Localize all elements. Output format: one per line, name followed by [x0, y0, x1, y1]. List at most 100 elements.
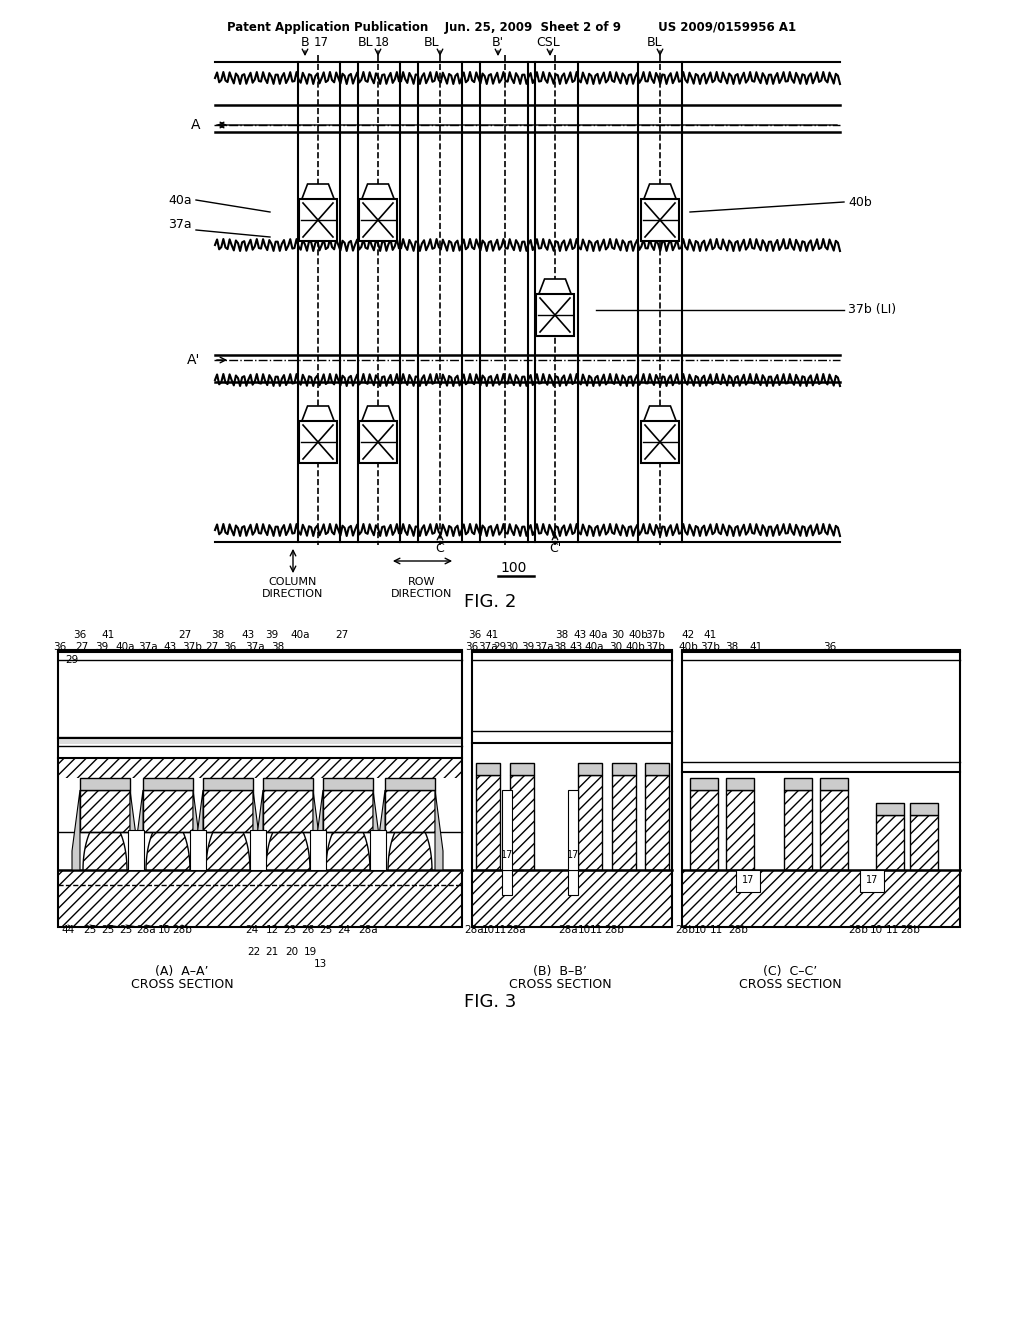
Text: CSL: CSL [537, 36, 560, 49]
Bar [910, 814, 938, 870]
Text: 12: 12 [265, 925, 279, 935]
Polygon shape [388, 818, 432, 870]
Bar [645, 775, 669, 870]
Bar [876, 814, 904, 870]
Bar [143, 777, 193, 789]
Text: 29: 29 [66, 655, 79, 665]
Text: 38: 38 [271, 642, 285, 652]
Text: 36: 36 [468, 630, 481, 640]
Text: 37b: 37b [645, 642, 665, 652]
Bar [359, 199, 397, 242]
Bar [128, 830, 144, 870]
Bar [263, 789, 313, 832]
Text: 41: 41 [485, 630, 499, 640]
Bar [385, 777, 435, 789]
Text: 40a: 40a [168, 194, 193, 206]
Bar [203, 777, 253, 789]
Polygon shape [266, 818, 310, 870]
Text: 37b: 37b [182, 642, 202, 652]
Bar [299, 421, 337, 463]
Polygon shape [361, 407, 394, 421]
Text: 10: 10 [158, 925, 171, 935]
Text: 10: 10 [481, 925, 495, 935]
Bar [682, 774, 961, 788]
Text: 39: 39 [521, 642, 535, 652]
Text: 28b: 28b [675, 925, 695, 935]
Text: 41: 41 [703, 630, 717, 640]
Text: 18: 18 [375, 36, 389, 49]
Bar [502, 870, 512, 895]
Bar [578, 775, 602, 870]
Text: 27: 27 [76, 642, 89, 652]
Bar [910, 803, 938, 814]
Text: 40b: 40b [848, 195, 871, 209]
Bar [682, 762, 961, 772]
Polygon shape [326, 818, 370, 870]
Bar [820, 777, 848, 789]
Bar [578, 763, 602, 775]
Bar [690, 789, 718, 870]
Text: 30: 30 [609, 642, 623, 652]
Polygon shape [644, 407, 676, 421]
Bar [536, 294, 574, 337]
Bar [860, 870, 884, 892]
Bar [323, 789, 373, 832]
Text: 38: 38 [553, 642, 566, 652]
Polygon shape [539, 279, 571, 294]
Text: 11: 11 [494, 925, 507, 935]
Polygon shape [130, 789, 138, 870]
Bar [612, 775, 636, 870]
Polygon shape [302, 183, 334, 199]
Bar [683, 870, 959, 927]
Bar [58, 758, 462, 777]
Text: 40b: 40b [678, 642, 698, 652]
Text: 28b: 28b [172, 925, 191, 935]
Bar [784, 777, 812, 789]
Text: 27: 27 [336, 630, 348, 640]
Text: 40a: 40a [588, 630, 608, 640]
Text: 28b: 28b [604, 925, 624, 935]
Text: 21: 21 [265, 946, 279, 957]
Text: 41: 41 [101, 630, 115, 640]
Text: 17: 17 [501, 850, 513, 861]
Bar [370, 830, 386, 870]
Text: 36: 36 [53, 642, 67, 652]
Text: 28a: 28a [558, 925, 578, 935]
Text: 36: 36 [74, 630, 87, 640]
Text: 25: 25 [101, 925, 115, 935]
Text: 36: 36 [223, 642, 237, 652]
Polygon shape [72, 789, 80, 870]
Polygon shape [255, 789, 263, 870]
Text: Patent Application Publication    Jun. 25, 2009  Sheet 2 of 9         US 2009/01: Patent Application Publication Jun. 25, … [227, 21, 797, 34]
Text: 37b: 37b [700, 642, 720, 652]
Text: 28a: 28a [464, 925, 483, 935]
Text: 38: 38 [725, 642, 738, 652]
Text: 43: 43 [569, 642, 583, 652]
Bar [726, 789, 754, 870]
Bar [472, 649, 672, 927]
Text: 30: 30 [611, 630, 625, 640]
Polygon shape [435, 789, 443, 870]
Bar [58, 649, 462, 927]
Bar [299, 199, 337, 242]
Bar [476, 763, 500, 775]
Text: 17: 17 [866, 875, 879, 884]
Text: 40a: 40a [116, 642, 135, 652]
Bar [645, 763, 669, 775]
Text: 40a: 40a [585, 642, 604, 652]
Bar [612, 763, 636, 775]
Text: 38: 38 [555, 630, 568, 640]
Bar [80, 789, 130, 832]
Bar [250, 830, 266, 870]
Text: B': B' [492, 36, 504, 49]
Text: 37b: 37b [645, 630, 665, 640]
Text: (A)  A–A’: (A) A–A’ [156, 965, 209, 978]
Text: COLUMN
DIRECTION: COLUMN DIRECTION [262, 577, 324, 599]
Bar [323, 777, 373, 789]
Polygon shape [373, 789, 381, 870]
Bar [472, 743, 672, 763]
Bar [726, 777, 754, 789]
Text: 19: 19 [303, 946, 316, 957]
Bar [641, 199, 679, 242]
Text: 43: 43 [242, 630, 255, 640]
